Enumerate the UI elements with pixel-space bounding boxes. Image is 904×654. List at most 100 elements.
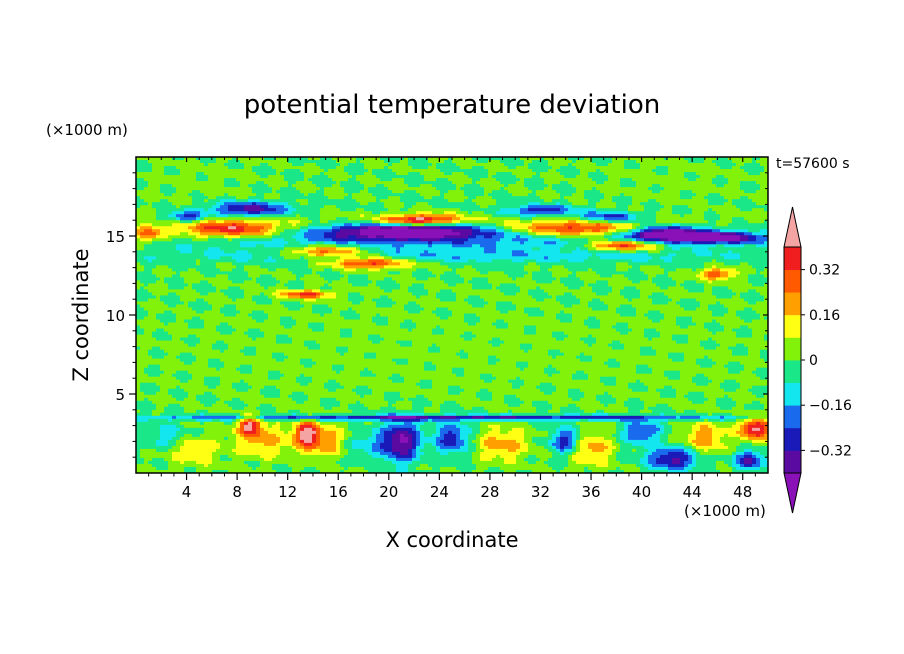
field-cell [280, 280, 289, 284]
field-cell [248, 403, 261, 408]
field-cell [756, 238, 768, 242]
field-cell [248, 328, 261, 333]
field-cell [172, 268, 189, 272]
field-cell [524, 181, 545, 185]
field-cell [608, 175, 685, 179]
field-cell [572, 163, 597, 167]
field-cell [312, 307, 333, 312]
field-cell [628, 433, 653, 438]
field-cell [664, 259, 673, 263]
field-cell [188, 334, 197, 339]
field-cell [224, 202, 253, 206]
field-cell [320, 220, 329, 224]
field-cell [652, 277, 673, 281]
field-cell [436, 187, 457, 191]
field-cell [592, 268, 617, 272]
field-cell [384, 235, 445, 239]
field-cell [412, 403, 433, 408]
field-cell [348, 436, 369, 441]
field-cell [484, 190, 493, 194]
field-cell [136, 439, 157, 444]
field-cell [720, 193, 768, 197]
field-cell [584, 196, 605, 200]
field-cell [208, 199, 221, 203]
field-cell [340, 400, 357, 405]
field-cell [728, 250, 733, 254]
field-cell [320, 400, 341, 405]
field-cell [180, 385, 209, 390]
field-cell [520, 157, 541, 161]
field-cell [536, 325, 589, 330]
field-cell [644, 400, 693, 405]
field-cell [444, 400, 457, 405]
field-cell [692, 196, 705, 200]
field-cell [588, 418, 621, 423]
field-cell [404, 178, 425, 182]
field-cell [664, 370, 681, 375]
x-tick-label: 48 [733, 483, 752, 501]
field-cell [172, 238, 193, 242]
field-cell [752, 265, 768, 269]
field-cell [380, 295, 389, 300]
field-cell [696, 436, 713, 441]
field-cell [616, 397, 629, 402]
field-cell [728, 310, 737, 315]
field-cell [552, 334, 569, 339]
field-cell [348, 292, 361, 297]
field-cell [140, 409, 153, 414]
field-cell [268, 184, 289, 188]
field-cell [500, 424, 533, 429]
field-cell [612, 241, 633, 245]
field-cell [608, 364, 621, 369]
field-cell [264, 331, 341, 336]
field-cell [336, 349, 349, 354]
field-cell [708, 193, 721, 197]
field-cell [528, 232, 537, 236]
field-cell [164, 370, 177, 375]
field-cell [152, 226, 189, 230]
field-cell [148, 298, 161, 303]
field-cell [236, 223, 249, 227]
field-cell [492, 379, 509, 384]
field-cell [764, 274, 768, 278]
field-cell [616, 382, 629, 387]
field-cell [660, 391, 677, 396]
field-cell [244, 280, 257, 284]
field-cell [412, 442, 417, 447]
field-cell [440, 403, 461, 408]
field-cell [420, 214, 425, 218]
field-cell [464, 214, 493, 218]
field-cell [188, 226, 197, 230]
field-cell [236, 157, 265, 161]
field-cell [696, 358, 713, 363]
field-cell [672, 277, 701, 281]
field-cell [432, 184, 457, 188]
field-cell [308, 202, 361, 206]
field-cell [452, 181, 473, 185]
field-cell [464, 241, 497, 245]
field-cell [228, 160, 241, 164]
field-cell [196, 157, 217, 161]
field-cell [348, 307, 353, 312]
field-cell [472, 283, 493, 288]
field-cell [288, 208, 297, 212]
field-cell [560, 448, 565, 453]
field-cell [428, 349, 441, 354]
field-cell [240, 412, 245, 417]
field-cell [216, 325, 233, 330]
field-cell [536, 442, 549, 447]
field-cell [416, 211, 433, 215]
field-cell [744, 364, 768, 369]
field-cell [244, 430, 257, 435]
field-cell [552, 391, 569, 396]
field-cell [144, 457, 153, 462]
field-cell [728, 199, 733, 203]
field-cell [252, 316, 269, 321]
field-cell [524, 307, 541, 312]
field-cell [144, 268, 153, 272]
field-cell [528, 289, 545, 294]
field-cell [536, 298, 545, 303]
field-cell [448, 316, 465, 321]
field-cell [456, 295, 469, 300]
